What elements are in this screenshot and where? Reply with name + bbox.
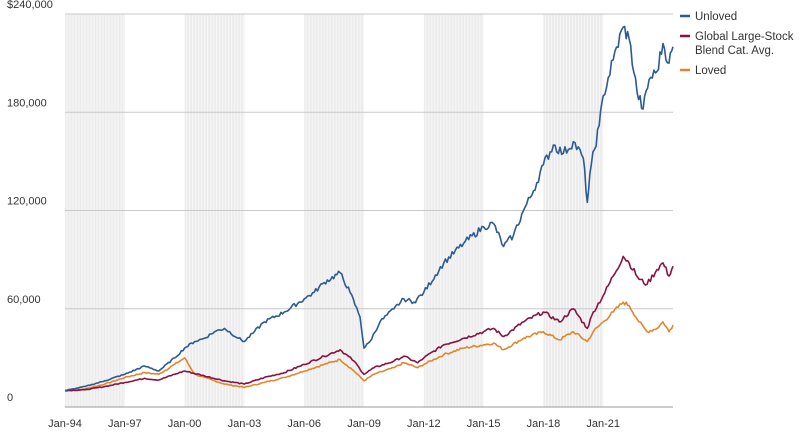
legend-label: Global Large-Stock Blend Cat. Avg. <box>695 31 794 57</box>
y-tick-label: 60,000 <box>7 294 41 306</box>
legend-label: Loved <box>695 65 726 77</box>
series-line-1 <box>64 255 674 392</box>
x-tick-label: Jan-15 <box>467 418 501 430</box>
x-tick-label: Jan-18 <box>527 418 561 430</box>
x-tick-label: Jan-21 <box>586 418 620 430</box>
gridlines <box>65 13 673 408</box>
y-tick-label: 180,000 <box>7 97 47 109</box>
y-tick-label: 0 <box>7 392 13 404</box>
x-tick-label: Jan-09 <box>347 418 381 430</box>
series-lines <box>64 25 674 392</box>
series-line-0 <box>64 25 674 392</box>
x-tick-label: Jan-12 <box>407 418 441 430</box>
x-tick-label: Jan-97 <box>108 418 142 430</box>
series-line-2 <box>64 301 674 392</box>
y-axis-labels: 0 60,000 120,000 180,000 $240,000 <box>7 0 53 404</box>
legend-label: Unloved <box>695 11 737 23</box>
x-tick-label: Jan-94 <box>48 418 82 430</box>
y-tick-label: 120,000 <box>7 196 47 208</box>
x-tick-label: Jan-00 <box>168 418 202 430</box>
x-tick-label: Jan-06 <box>287 418 321 430</box>
x-tick-label: Jan-03 <box>228 418 262 430</box>
y-tick-label: $240,000 <box>7 0 53 11</box>
legend: Unloved Global Large-Stock Blend Cat. Avg.… <box>680 11 794 77</box>
x-axis-labels: Jan-94 Jan-97 Jan-00 Jan-03 Jan-06 Jan-09 Jan-… <box>48 418 620 430</box>
